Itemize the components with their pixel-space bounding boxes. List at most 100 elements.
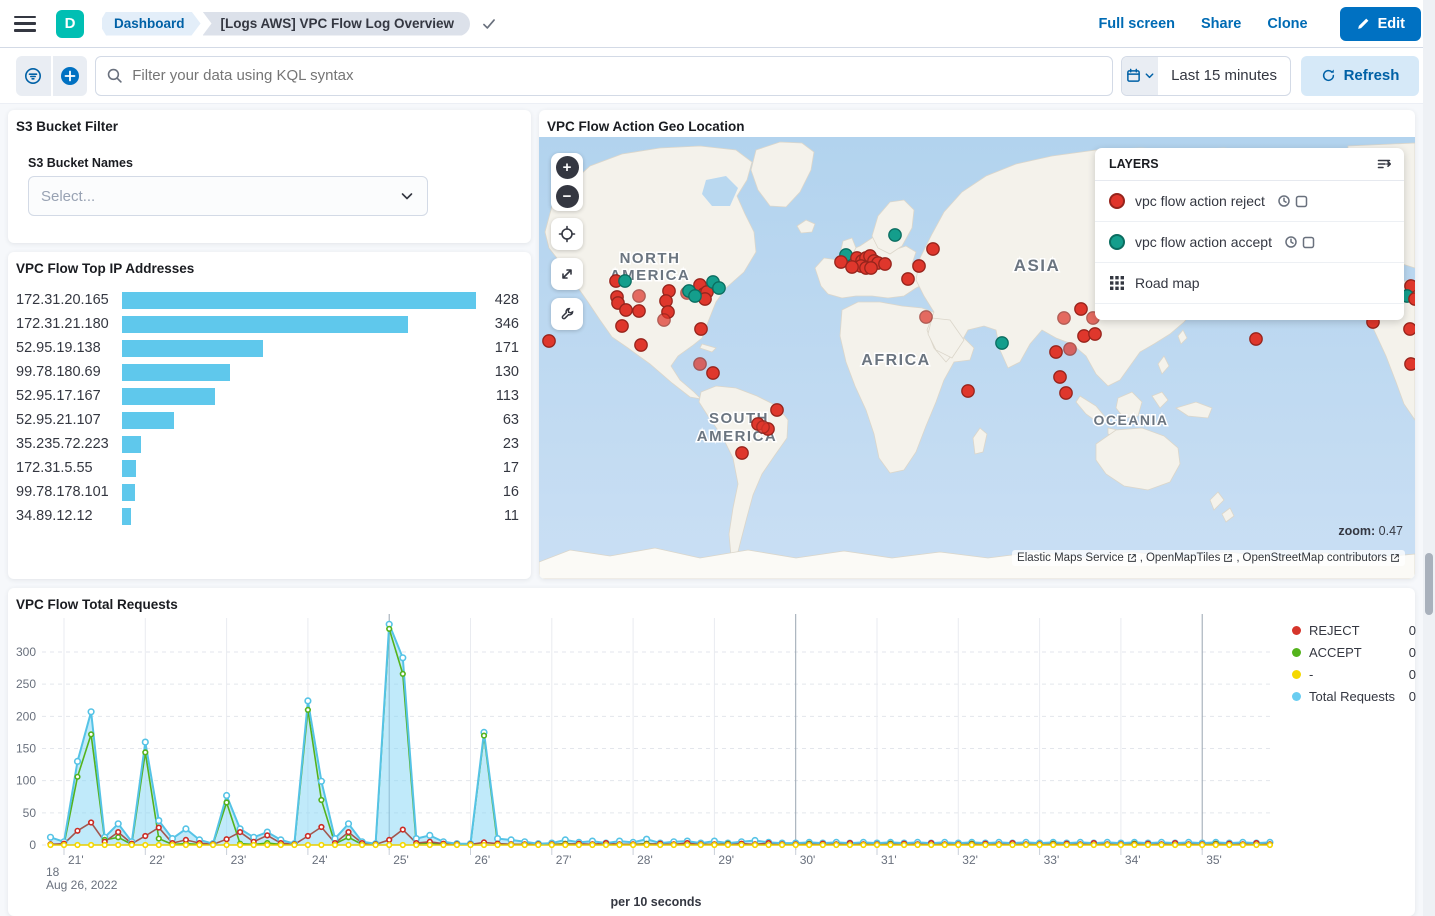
query-bar: Last 15 minutes Refresh	[0, 48, 1435, 104]
svg-text:27': 27'	[556, 853, 572, 867]
continent-label: OCEANIA	[1093, 412, 1168, 428]
geo-point-reject	[1404, 323, 1415, 335]
svg-text:31': 31'	[881, 853, 897, 867]
zoom-out-button[interactable]: −	[556, 185, 579, 208]
ip-value: 16	[476, 484, 519, 500]
kql-search-input[interactable]	[95, 56, 1113, 96]
layer-color-dot	[1109, 193, 1125, 209]
s3-bucket-select[interactable]: Select...	[28, 176, 428, 216]
legend-color-dot	[1292, 692, 1301, 701]
legend-color-dot	[1292, 626, 1301, 635]
layer-item-accept[interactable]: vpc flow action accept	[1095, 222, 1404, 263]
layers-panel: LAYERS vpc flow action reject vpc flow a…	[1095, 148, 1404, 320]
edit-button[interactable]: Edit	[1340, 7, 1421, 41]
road-map-grid-icon	[1109, 275, 1125, 291]
filter-menu-button[interactable]	[16, 56, 51, 96]
attribution-link[interactable]: OpenStreetMap contributors	[1243, 552, 1400, 564]
ip-bar-row[interactable]: 52.95.17.167113	[8, 384, 531, 408]
legend-label: REJECT	[1309, 623, 1360, 638]
layer-item-road-map[interactable]: Road map	[1095, 263, 1404, 304]
ip-value: 17	[476, 460, 519, 476]
geo-point-reject	[1078, 330, 1090, 342]
space-avatar[interactable]: D	[56, 10, 84, 38]
s3-bucket-names-label: S3 Bucket Names	[28, 156, 531, 170]
requests-time-series-chart[interactable]: 05010015020025030021'22'23'24'25'26'27'2…	[8, 588, 1415, 916]
svg-text:0: 0	[29, 838, 36, 852]
refresh-icon	[1321, 68, 1336, 83]
ip-bar-row[interactable]: 172.31.5.55 17	[8, 456, 531, 480]
external-link-icon	[1223, 553, 1233, 563]
expand-map-button[interactable]	[551, 258, 583, 290]
refresh-button[interactable]: Refresh	[1301, 56, 1419, 96]
ip-bar-row[interactable]: 35.235.72.22323	[8, 432, 531, 456]
ip-bar-row[interactable]: 52.95.19.138171	[8, 336, 531, 360]
share-link[interactable]: Share	[1201, 16, 1241, 32]
geo-point-reject	[1060, 387, 1072, 399]
geo-point-reject	[1405, 358, 1415, 370]
geo-point-reject	[913, 260, 925, 272]
checkbox-icon[interactable]	[1295, 195, 1308, 208]
svg-text:Aug 26, 2022: Aug 26, 2022	[46, 878, 118, 892]
time-picker-calendar-button[interactable]	[1122, 57, 1158, 95]
calendar-icon	[1126, 68, 1141, 83]
zoom-in-button[interactable]: +	[556, 156, 579, 179]
collapse-layers-icon[interactable]	[1376, 156, 1392, 172]
locate-button[interactable]	[551, 218, 583, 250]
ip-label: 172.31.20.165	[16, 292, 122, 308]
ip-bar-row[interactable]: 52.95.21.10763	[8, 408, 531, 432]
geo-point-reject	[633, 290, 645, 302]
add-filter-button[interactable]	[53, 56, 88, 96]
legend-item[interactable]: REJECT 0	[1292, 622, 1416, 638]
legend-label: -	[1309, 667, 1313, 682]
breadcrumb-current: [Logs AWS] VPC Flow Log Overview	[203, 12, 471, 36]
svg-text:23': 23'	[231, 853, 247, 867]
ip-label: 35.235.72.223	[16, 436, 122, 452]
ip-label: 172.31.5.55	[16, 460, 122, 476]
ip-value: 428	[476, 292, 519, 308]
svg-text:33': 33'	[1044, 853, 1060, 867]
geo-point-reject	[736, 447, 748, 459]
svg-text:per 10 seconds: per 10 seconds	[610, 895, 701, 909]
hamburger-menu-icon[interactable]	[14, 16, 36, 32]
geo-point-reject	[757, 421, 769, 433]
time-range-value[interactable]: Last 15 minutes	[1158, 57, 1290, 95]
ip-bar-row[interactable]: 34.89.12.1211	[8, 504, 531, 528]
page-scrollbar[interactable]	[1423, 0, 1435, 916]
map-tools-button[interactable]	[551, 298, 583, 330]
geo-point-reject	[660, 295, 672, 307]
ip-label: 172.31.21.180	[16, 316, 122, 332]
legend-item[interactable]: Total Requests0	[1292, 688, 1416, 704]
clone-link[interactable]: Clone	[1267, 16, 1307, 32]
attribution-link[interactable]: OpenMapTiles	[1146, 552, 1233, 564]
full-screen-link[interactable]: Full screen	[1098, 16, 1175, 32]
svg-text:250: 250	[16, 677, 36, 691]
svg-text:30': 30'	[800, 853, 816, 867]
continent-label: NORTH	[620, 250, 681, 267]
geo-point-reject	[865, 262, 877, 274]
checkbox-icon[interactable]	[1302, 236, 1315, 249]
legend-item[interactable]: ACCEPT0	[1292, 644, 1416, 660]
legend-item[interactable]: -0	[1292, 666, 1416, 682]
geo-point-reject	[920, 311, 932, 323]
ip-bar-row[interactable]: 99.78.178.10116	[8, 480, 531, 504]
svg-text:29': 29'	[718, 853, 734, 867]
scrollbar-thumb[interactable]	[1425, 553, 1433, 615]
geo-point-reject	[543, 335, 555, 347]
geo-point-reject	[694, 358, 706, 370]
legend-value: 0	[1409, 623, 1416, 638]
search-icon	[106, 67, 123, 84]
ip-bar-track	[122, 316, 476, 333]
layer-item-reject[interactable]: vpc flow action reject	[1095, 181, 1404, 222]
ip-bar-row[interactable]: 172.31.21.180346	[8, 312, 531, 336]
ip-bar-list: 172.31.20.165 428 172.31.21.18034652.95.19…	[8, 288, 531, 528]
ip-value: 113	[476, 388, 519, 404]
legend-label: Total Requests	[1309, 689, 1395, 704]
s3-bucket-filter-panel: S3 Bucket Filter S3 Bucket Names Select.…	[8, 110, 531, 243]
ip-bar	[122, 484, 135, 501]
ip-bar-row[interactable]: 172.31.20.165 428	[8, 288, 531, 312]
breadcrumb-dashboard[interactable]: Dashboard	[102, 12, 201, 36]
svg-text:18: 18	[46, 865, 60, 879]
ip-bar-track	[122, 508, 476, 525]
ip-bar-row[interactable]: 99.78.180.69130	[8, 360, 531, 384]
attribution-link[interactable]: Elastic Maps Service	[1017, 552, 1137, 564]
